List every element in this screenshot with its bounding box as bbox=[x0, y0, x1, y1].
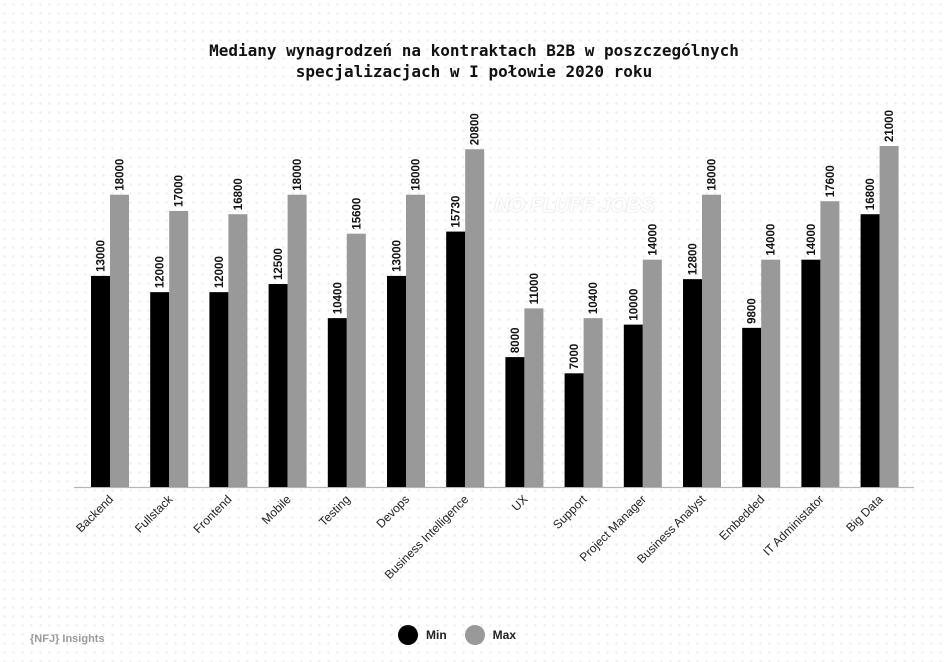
category-label-8: Support bbox=[550, 492, 590, 532]
data-label-min-8: 7000 bbox=[569, 344, 581, 370]
bar-min-2 bbox=[209, 292, 229, 487]
category-label-1: Fullstack bbox=[132, 492, 176, 536]
bar-max-10 bbox=[702, 194, 721, 487]
data-label-max-11: 14000 bbox=[766, 224, 778, 256]
bar-max-13 bbox=[879, 146, 899, 487]
bar-min-7 bbox=[505, 357, 525, 487]
bar-min-8 bbox=[564, 373, 584, 487]
data-label-max-1: 17000 bbox=[174, 175, 186, 207]
data-label-min-5: 13000 bbox=[392, 240, 404, 272]
data-label-min-13: 16800 bbox=[865, 178, 877, 210]
data-label-min-0: 13000 bbox=[96, 240, 108, 272]
bar-max-7 bbox=[524, 308, 544, 487]
category-label-3: Mobile bbox=[259, 492, 294, 527]
category-label-4: Testing bbox=[316, 492, 353, 529]
category-label-13: Big Data bbox=[843, 492, 886, 535]
legend-label-max: Max bbox=[492, 628, 517, 642]
data-label-max-8: 10400 bbox=[588, 282, 600, 314]
data-label-min-6: 15730 bbox=[451, 196, 463, 228]
bar-min-0 bbox=[91, 275, 110, 487]
data-label-max-12: 17600 bbox=[825, 165, 837, 197]
legend-item-max: Max bbox=[464, 625, 517, 645]
bar-max-12 bbox=[820, 201, 840, 488]
bar-min-12 bbox=[801, 259, 821, 487]
chart-title-line-1: Mediany wynagrodzeń na kontraktach B2B w… bbox=[209, 41, 739, 60]
data-label-max-4: 15600 bbox=[351, 198, 363, 230]
data-label-max-3: 18000 bbox=[292, 159, 304, 191]
bar-min-13 bbox=[860, 214, 880, 487]
data-label-min-4: 10400 bbox=[332, 282, 344, 314]
data-label-min-9: 10000 bbox=[628, 289, 640, 321]
brand-logo: {NFJ} Insights bbox=[30, 633, 105, 645]
bar-max-1 bbox=[169, 210, 189, 488]
bar-max-3 bbox=[287, 194, 307, 487]
bar-min-6 bbox=[446, 231, 466, 487]
category-label-7: UX bbox=[509, 492, 531, 514]
bar-max-8 bbox=[583, 318, 603, 487]
category-label-5: Devops bbox=[373, 492, 412, 531]
chart-title-line-2: specjalizacjach w I połowie 2020 roku bbox=[295, 62, 653, 81]
legend-swatch-max bbox=[464, 625, 485, 645]
bar-min-5 bbox=[387, 275, 406, 487]
legend-item-min: Min bbox=[398, 625, 447, 645]
bar-max-9 bbox=[642, 259, 662, 487]
bar-min-9 bbox=[623, 324, 643, 487]
data-label-min-1: 12000 bbox=[155, 256, 167, 288]
legend-label-min: Min bbox=[426, 628, 447, 642]
watermark-logo: NO FLUFF JOBS bbox=[494, 194, 655, 217]
legend-swatch-min bbox=[398, 625, 418, 645]
chart-title: Mediany wynagrodzeń na kontraktach B2B w… bbox=[0, 40, 948, 82]
bar-min-3 bbox=[268, 284, 288, 487]
data-label-min-10: 12800 bbox=[688, 243, 700, 275]
data-label-max-2: 16800 bbox=[233, 178, 245, 210]
category-label-2: Frontend bbox=[191, 492, 235, 536]
bar-min-11 bbox=[742, 327, 762, 487]
bar-min-4 bbox=[327, 318, 347, 487]
data-label-max-6: 20800 bbox=[470, 113, 482, 145]
legend: Min Max bbox=[398, 625, 534, 645]
bar-min-1 bbox=[150, 292, 170, 487]
data-label-min-12: 14000 bbox=[806, 224, 818, 256]
data-label-min-2: 12000 bbox=[214, 256, 226, 288]
data-label-min-11: 9800 bbox=[747, 298, 759, 324]
bar-min-10 bbox=[683, 279, 702, 487]
data-label-min-3: 12500 bbox=[273, 248, 285, 280]
category-label-11: Embedded bbox=[716, 492, 767, 543]
data-label-max-7: 11000 bbox=[529, 273, 541, 304]
bar-max-2 bbox=[228, 214, 248, 487]
data-label-max-5: 18000 bbox=[411, 159, 423, 191]
category-label-12: IT Administator bbox=[760, 492, 826, 558]
bar-max-0 bbox=[110, 194, 129, 487]
bar-max-11 bbox=[761, 259, 781, 487]
data-label-min-7: 8000 bbox=[510, 328, 522, 354]
bar-max-5 bbox=[406, 194, 425, 487]
category-label-0: Backend bbox=[73, 492, 116, 535]
data-label-max-9: 14000 bbox=[647, 224, 659, 256]
bar-max-6 bbox=[465, 149, 485, 487]
data-label-max-13: 21000 bbox=[884, 110, 896, 142]
data-label-max-10: 18000 bbox=[707, 159, 719, 191]
data-label-max-0: 18000 bbox=[115, 159, 127, 191]
bar-max-4 bbox=[346, 233, 366, 487]
